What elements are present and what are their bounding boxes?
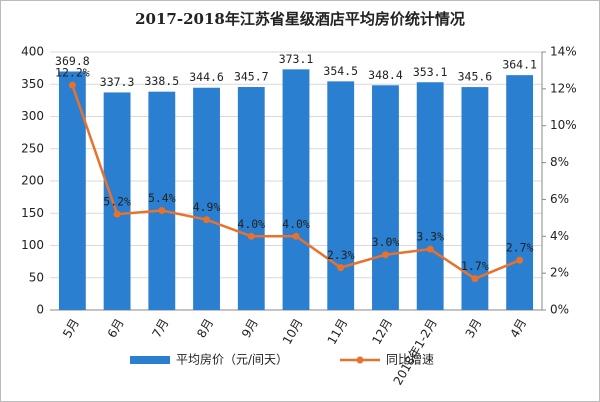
bar (282, 69, 310, 311)
line-marker (203, 216, 211, 224)
line-marker (426, 245, 434, 253)
y2-tick-label: 2% (550, 266, 569, 280)
bar (372, 85, 399, 310)
line-value-label: 4.9% (193, 200, 221, 214)
line-marker (292, 232, 300, 240)
y2-tick-label: 0% (550, 303, 569, 317)
line-value-label: 4.0% (282, 217, 310, 231)
line-marker (471, 275, 479, 283)
line-value-label: 4.0% (237, 217, 265, 231)
bar (193, 87, 220, 310)
y-tick-label: 50 (29, 270, 44, 284)
bar (103, 92, 131, 310)
bar-value-label: 364.1 (502, 58, 537, 72)
bar-value-label: 345.7 (234, 70, 269, 84)
y2-tick-label: 8% (550, 155, 569, 169)
y-tick-label: 300 (21, 109, 44, 123)
legend-swatch (356, 356, 364, 364)
line-value-label: 5.2% (103, 195, 131, 209)
line-marker (158, 206, 166, 214)
line-marker (113, 210, 121, 218)
bar (416, 82, 444, 310)
line-marker (516, 256, 524, 264)
bar-value-label: 373.1 (279, 52, 314, 66)
bar (148, 91, 176, 310)
y-tick-label: 0 (36, 303, 44, 317)
y2-tick-label: 12% (550, 81, 577, 95)
legend-label: 同比增速 (386, 353, 434, 367)
legend-label: 平均房价（元/间天） (176, 352, 288, 367)
line-value-label: 2.3% (327, 248, 355, 262)
y2-tick-label: 6% (550, 192, 569, 206)
bar-value-label: 345.6 (458, 70, 493, 84)
bar-value-label: 344.6 (189, 70, 224, 84)
bar-value-label: 354.5 (323, 64, 358, 78)
y-tick-label: 350 (21, 77, 44, 91)
y2-tick-label: 10% (550, 118, 577, 132)
line-value-label: 5.4% (148, 191, 176, 205)
bar-value-label: 353.1 (413, 65, 448, 79)
chart-title: 2017-2018年江苏省星级酒店平均房价统计情况 (135, 10, 465, 28)
line-marker (247, 232, 255, 240)
y2-tick-label: 14% (550, 45, 577, 59)
y-tick-label: 250 (21, 141, 44, 155)
bar (327, 81, 355, 310)
bar-value-label: 348.4 (368, 68, 403, 82)
bar-value-label: 338.5 (145, 74, 180, 88)
line-value-label: 12.2% (55, 66, 90, 80)
bar (237, 87, 265, 310)
legend-swatch (130, 356, 170, 364)
bar-value-label: 337.3 (100, 75, 135, 89)
bar (506, 75, 534, 310)
bar-value-label: 369.8 (55, 54, 90, 68)
line-marker (68, 81, 76, 89)
y-tick-label: 200 (21, 174, 44, 188)
y-tick-label: 100 (21, 238, 44, 252)
y2-tick-label: 4% (550, 229, 569, 243)
line-value-label: 3.3% (416, 230, 444, 244)
y-tick-label: 150 (21, 206, 44, 220)
bar (58, 71, 86, 310)
line-marker (381, 251, 389, 259)
line-marker (337, 264, 345, 272)
line-value-label: 1.7% (461, 259, 489, 273)
line-value-label: 3.0% (372, 235, 400, 249)
y-tick-label: 400 (21, 45, 44, 59)
line-value-label: 2.7% (506, 241, 534, 255)
